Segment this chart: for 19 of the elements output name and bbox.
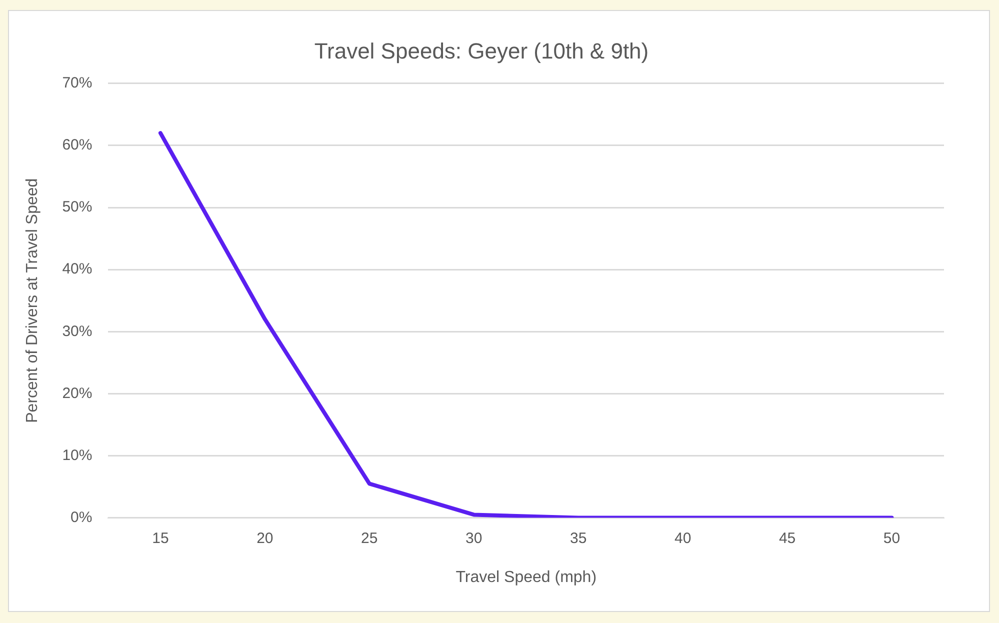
y-tick-label: 30% xyxy=(62,322,92,340)
x-tick-label: 25 xyxy=(361,530,378,547)
x-tick-label: 40 xyxy=(674,530,692,547)
x-tick-label: 50 xyxy=(883,530,900,547)
y-tick-label: 60% xyxy=(62,136,92,154)
y-tick-label: 20% xyxy=(62,384,92,402)
y-tick-label: 0% xyxy=(70,508,92,526)
chart-title: Travel Speeds: Geyer (10th & 9th) xyxy=(314,38,649,64)
x-tick-label: 35 xyxy=(570,530,587,547)
y-tick-label: 50% xyxy=(62,198,92,216)
x-tick-label: 30 xyxy=(466,530,482,547)
y-tick-label: 70% xyxy=(62,74,92,92)
y-tick-label: 40% xyxy=(62,260,92,278)
x-tick-label: 20 xyxy=(256,530,274,547)
x-tick-label: 15 xyxy=(152,530,169,547)
x-tick-label: 45 xyxy=(778,530,796,547)
y-tick-label: 10% xyxy=(62,446,92,464)
x-axis-title: Travel Speed (mph) xyxy=(456,568,597,586)
y-axis-title: Percent of Drivers at Travel Speed xyxy=(24,178,42,423)
